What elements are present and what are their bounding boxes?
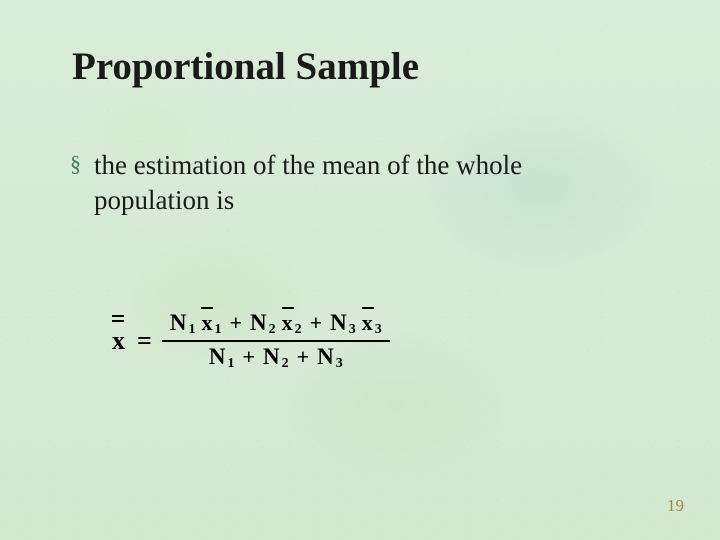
term-N2d: N2	[263, 344, 289, 372]
slide: Proportional Sample § the estimation of …	[0, 0, 720, 540]
term-N2: N2	[250, 310, 276, 338]
equals-sign: =	[135, 326, 162, 356]
slide-title: Proportional Sample	[72, 44, 419, 89]
overbar-icon	[362, 307, 374, 309]
page-number: 19	[667, 496, 684, 516]
bullet-item: § the estimation of the mean of the whol…	[70, 148, 650, 217]
term-N3d: N3	[317, 344, 343, 372]
term-N1d: N1	[209, 344, 235, 372]
plus-sign: +	[238, 344, 259, 370]
fraction: N1 x1 + N2 x2 + N3 x3 N1 + N2 + N3	[162, 308, 390, 374]
numerator: N1 x1 + N2 x2 + N3 x3	[162, 308, 390, 340]
lhs-symbol: x	[112, 326, 125, 355]
term-N3: N3	[330, 310, 356, 338]
bullet-marker-icon: §	[70, 148, 94, 180]
term-N1: N1	[170, 310, 196, 338]
term-x1bar: x1	[201, 310, 221, 338]
term-x2bar: x2	[282, 310, 302, 338]
plus-sign: +	[293, 344, 314, 370]
overbar-icon	[112, 315, 124, 317]
plus-sign: +	[306, 310, 327, 336]
plus-sign: +	[225, 310, 246, 336]
overbar-icon	[282, 307, 294, 309]
overbar-icon	[201, 307, 213, 309]
bullet-text: the estimation of the mean of the whole …	[94, 148, 634, 217]
formula-lhs: x	[112, 326, 135, 356]
term-x3bar: x3	[362, 310, 382, 338]
denominator: N1 + N2 + N3	[201, 342, 351, 374]
overbar-icon	[112, 320, 124, 322]
formula: x = N1 x1 + N2 x2 + N3 x3 N1 + N2 + N3	[112, 308, 390, 374]
